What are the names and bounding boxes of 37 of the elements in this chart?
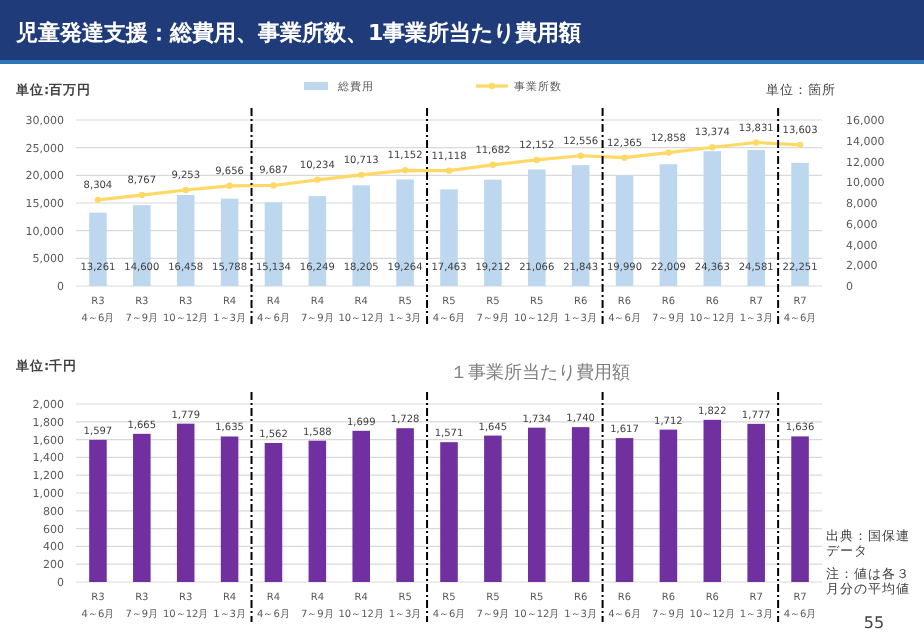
chart-title: １事業所当たり費用額 (450, 362, 630, 384)
bar (440, 442, 458, 582)
point (401, 167, 409, 174)
chart-title: 児童発達支援：総費用、事業所数、1事業所当たり費用額 (14, 20, 582, 46)
point (489, 161, 497, 168)
point (270, 182, 277, 189)
bar (89, 439, 107, 582)
bar (703, 419, 722, 582)
point (709, 144, 716, 151)
point (665, 149, 672, 156)
point (94, 196, 102, 204)
bar (484, 435, 502, 582)
bar (791, 436, 809, 582)
point (752, 139, 760, 146)
point (796, 141, 804, 149)
bar (527, 427, 546, 582)
bar (571, 427, 590, 582)
point (138, 191, 146, 199)
bar (352, 430, 371, 582)
bar (264, 442, 283, 582)
point (621, 154, 628, 161)
bar (659, 429, 678, 582)
point (533, 156, 540, 164)
point (182, 186, 189, 194)
point (577, 152, 584, 159)
point (358, 171, 365, 179)
bar (308, 440, 327, 582)
bar (615, 438, 634, 582)
point (226, 182, 233, 190)
text: 55 (863, 614, 885, 632)
bar (220, 436, 239, 582)
bar (396, 428, 414, 582)
point (314, 176, 321, 184)
point (445, 167, 453, 174)
bar (176, 423, 195, 582)
bar (133, 433, 151, 582)
bar (747, 423, 765, 582)
